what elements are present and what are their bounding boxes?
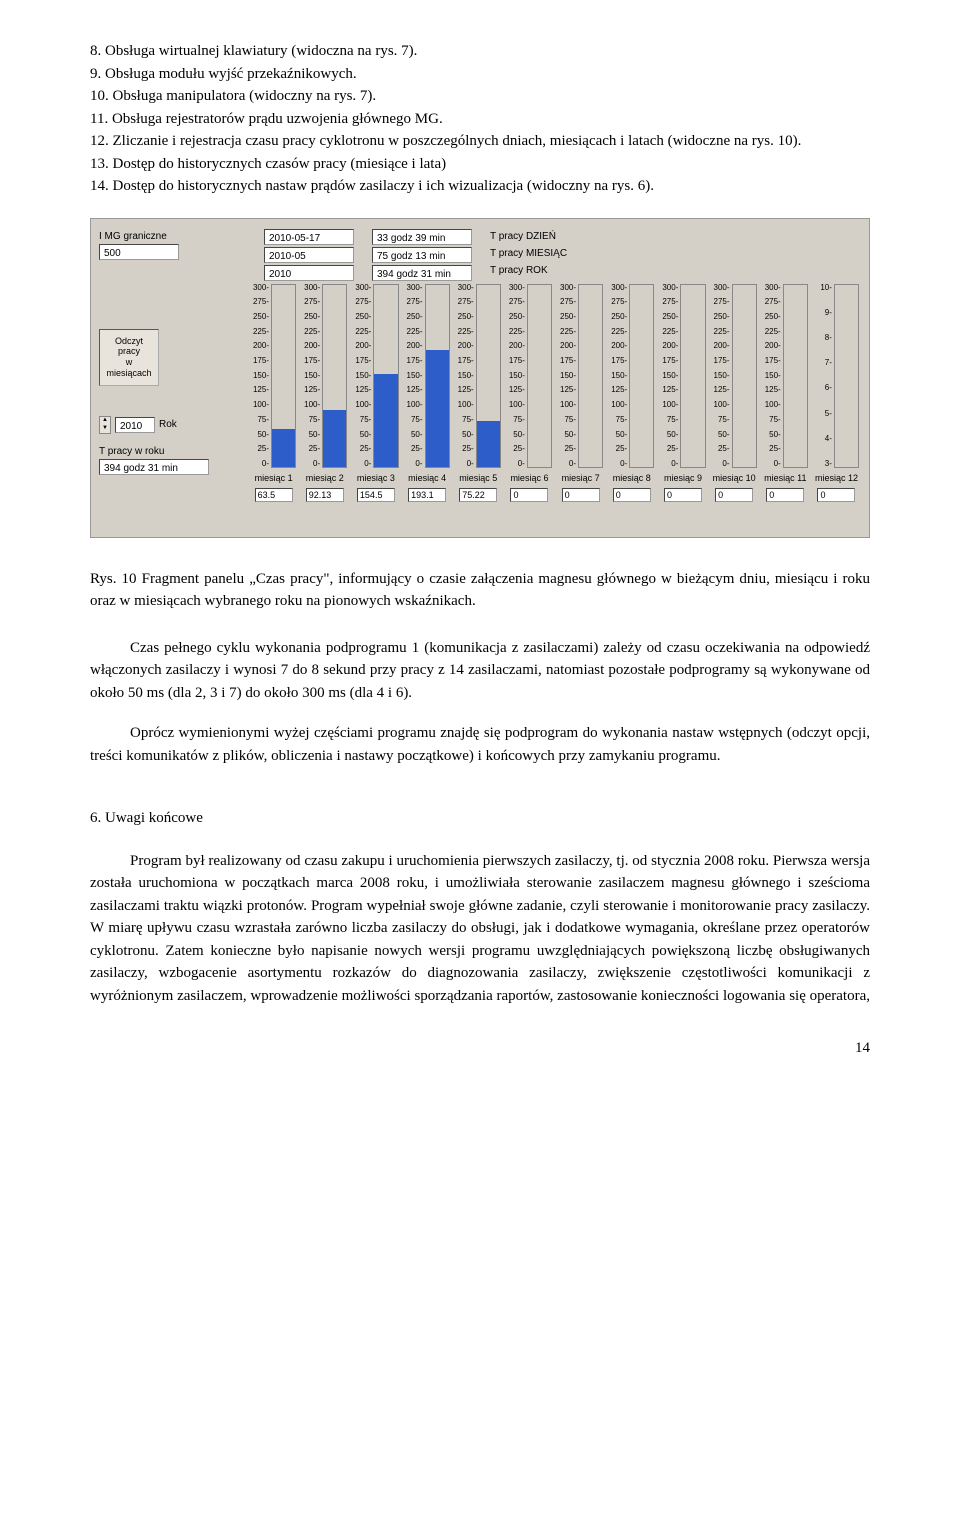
bar-column: 300-275-250-225-200-175-150-125-100-75-5…: [660, 284, 705, 502]
rok-field[interactable]: 2010: [115, 417, 155, 433]
bar-gauge: [834, 284, 859, 469]
list-item: 13. Dostęp do historycznych czasów pracy…: [90, 153, 870, 176]
bar-label: miesiąc 5: [459, 472, 497, 486]
bar-scale: 300-275-250-225-200-175-150-125-100-75-5…: [609, 284, 629, 469]
czas-pracy-panel: I MG graniczne 500 2010-05-17 2010-05 20…: [90, 218, 870, 538]
bar-value-field[interactable]: 154.5: [357, 488, 395, 502]
bar-column: 300-275-250-225-200-175-150-125-100-75-5…: [456, 284, 501, 502]
bar-scale: 300-275-250-225-200-175-150-125-100-75-5…: [251, 284, 271, 469]
tpracy-roku-field: 394 godz 31 min: [99, 459, 209, 475]
bar-label: miesiąc 8: [613, 472, 651, 486]
rok-label: Rok: [159, 417, 177, 432]
bar-column: 300-275-250-225-200-175-150-125-100-75-5…: [609, 284, 654, 502]
figure-caption: Rys. 10 Fragment panelu „Czas pracy", in…: [90, 568, 870, 613]
bar-value-field[interactable]: 0: [562, 488, 600, 502]
paragraph: Oprócz wymienionymi wyżej częściami prog…: [90, 722, 870, 767]
bar-column: 300-275-250-225-200-175-150-125-100-75-5…: [251, 284, 296, 502]
bar-label: miesiąc 12: [815, 472, 858, 486]
bar-value-field[interactable]: 0: [664, 488, 702, 502]
bar-value-field[interactable]: 0: [715, 488, 753, 502]
list-item: 12. Zliczanie i rejestracja czasu pracy …: [90, 130, 870, 153]
time-year-field: 394 godz 31 min: [372, 265, 472, 281]
bar-column: 300-275-250-225-200-175-150-125-100-75-5…: [712, 284, 757, 502]
bar-label: miesiąc 7: [562, 472, 600, 486]
bar-scale: 300-275-250-225-200-175-150-125-100-75-5…: [456, 284, 476, 469]
bar-value-field[interactable]: 92.13: [306, 488, 344, 502]
numbered-list: 8. Obsługa wirtualnej klawiatury (widocz…: [90, 40, 870, 198]
bar-label: miesiąc 6: [510, 472, 548, 486]
tpracy-miesiac-label: T pracy MIESIĄC: [490, 246, 567, 261]
page-number: 14: [90, 1037, 870, 1060]
bar-label: miesiąc 4: [408, 472, 446, 486]
bar-gauge: [732, 284, 757, 469]
bar-column: 10-9-8-7-6-5-4-3- miesiąc 12 0: [814, 284, 859, 502]
bar-column: 300-275-250-225-200-175-150-125-100-75-5…: [763, 284, 808, 502]
bar-scale: 300-275-250-225-200-175-150-125-100-75-5…: [302, 284, 322, 469]
paragraph: Czas pełnego cyklu wykonania podprogramu…: [90, 637, 870, 705]
bar-gauge: [629, 284, 654, 469]
time-month-field: 75 godz 13 min: [372, 247, 472, 263]
bar-column: 300-275-250-225-200-175-150-125-100-75-5…: [353, 284, 398, 502]
img-value-field[interactable]: 500: [99, 244, 179, 260]
year-field[interactable]: 2010: [264, 265, 354, 281]
section-heading: 6. Uwagi końcowe: [90, 807, 870, 830]
bar-scale: 300-275-250-225-200-175-150-125-100-75-5…: [353, 284, 373, 469]
list-item: 11. Obsługa rejestratorów prądu uzwojeni…: [90, 108, 870, 131]
list-item: 9. Obsługa modułu wyjść przekaźnikowych.: [90, 63, 870, 86]
bar-chart: 300-275-250-225-200-175-150-125-100-75-5…: [251, 284, 859, 502]
bar-scale: 300-275-250-225-200-175-150-125-100-75-5…: [660, 284, 680, 469]
bar-scale: 300-275-250-225-200-175-150-125-100-75-5…: [712, 284, 732, 469]
list-item: 8. Obsługa wirtualnej klawiatury (widocz…: [90, 40, 870, 63]
bar-value-field[interactable]: 0: [613, 488, 651, 502]
paragraph: Program był realizowany od czasu zakupu …: [90, 850, 870, 1008]
bar-label: miesiąc 10: [713, 472, 756, 486]
bar-label: miesiąc 9: [664, 472, 702, 486]
bar-label: miesiąc 11: [764, 472, 806, 486]
bar-gauge: [783, 284, 808, 469]
bar-scale: 10-9-8-7-6-5-4-3-: [814, 284, 834, 469]
bar-value-field[interactable]: 75.22: [459, 488, 497, 502]
bar-gauge: [476, 284, 501, 469]
time-day-field: 33 godz 39 min: [372, 229, 472, 245]
year-spinner[interactable]: ▲▼: [99, 416, 111, 434]
bar-value-field[interactable]: 0: [766, 488, 804, 502]
bar-scale: 300-275-250-225-200-175-150-125-100-75-5…: [558, 284, 578, 469]
bar-column: 300-275-250-225-200-175-150-125-100-75-5…: [507, 284, 552, 502]
bar-label: miesiąc 3: [357, 472, 395, 486]
bar-scale: 300-275-250-225-200-175-150-125-100-75-5…: [763, 284, 783, 469]
bar-value-field[interactable]: 193.1: [408, 488, 446, 502]
bar-scale: 300-275-250-225-200-175-150-125-100-75-5…: [507, 284, 527, 469]
img-label: I MG graniczne: [99, 229, 239, 244]
date-field[interactable]: 2010-05-17: [264, 229, 354, 245]
list-item: 14. Dostęp do historycznych nastaw prądó…: [90, 175, 870, 198]
bar-value-field[interactable]: 63.5: [255, 488, 293, 502]
bar-value-field[interactable]: 0: [817, 488, 855, 502]
bar-gauge: [680, 284, 705, 469]
bar-gauge: [425, 284, 450, 469]
bar-column: 300-275-250-225-200-175-150-125-100-75-5…: [405, 284, 450, 502]
bar-gauge: [322, 284, 347, 469]
tpracy-dzien-label: T pracy DZIEŃ: [490, 229, 567, 244]
month-field[interactable]: 2010-05: [264, 247, 354, 263]
tpracy-roku-label: T pracy w roku: [99, 444, 239, 459]
bar-label: miesiąc 1: [255, 472, 293, 486]
bar-gauge: [271, 284, 296, 469]
bar-gauge: [578, 284, 603, 469]
list-item: 10. Obsługa manipulatora (widoczny na ry…: [90, 85, 870, 108]
bar-gauge: [527, 284, 552, 469]
bar-column: 300-275-250-225-200-175-150-125-100-75-5…: [302, 284, 347, 502]
bar-gauge: [373, 284, 398, 469]
tpracy-rok-label: T pracy ROK: [490, 263, 567, 278]
odczyt-box: Odczytpracywmiesiącach: [99, 329, 159, 386]
bar-scale: 300-275-250-225-200-175-150-125-100-75-5…: [405, 284, 425, 469]
bar-value-field[interactable]: 0: [510, 488, 548, 502]
bar-column: 300-275-250-225-200-175-150-125-100-75-5…: [558, 284, 603, 502]
bar-label: miesiąc 2: [306, 472, 344, 486]
